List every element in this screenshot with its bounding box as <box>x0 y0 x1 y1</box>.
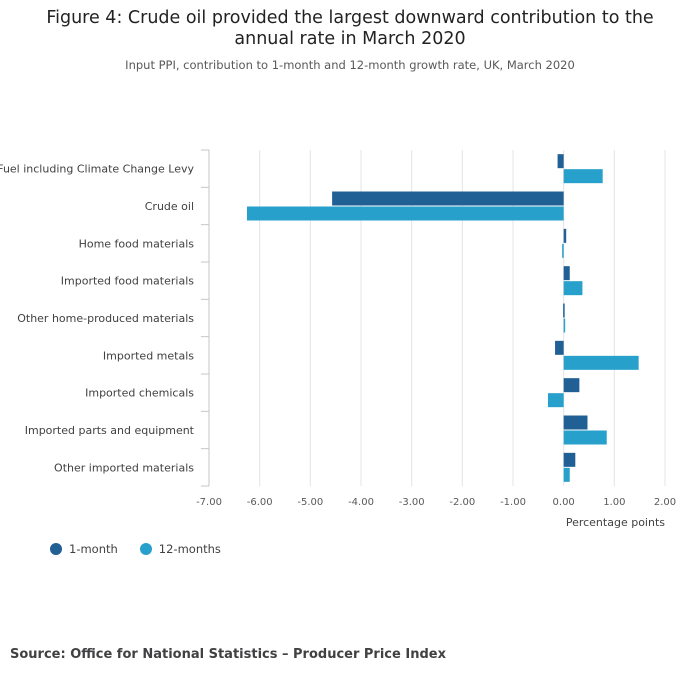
source-note: Source: Office for National Statistics –… <box>10 647 446 662</box>
bar-1-month <box>563 228 567 243</box>
bar-12-months <box>562 243 564 258</box>
legend: 1-month 12-months <box>50 542 221 556</box>
x-tick-label: -2.00 <box>449 497 475 508</box>
bar-1-month <box>563 303 565 318</box>
bar-12-months <box>563 430 607 445</box>
bar-12-months <box>547 393 564 408</box>
x-tick-label: -4.00 <box>348 497 374 508</box>
bar-1-month <box>563 415 588 430</box>
category-label: Imported chemicals <box>85 387 194 400</box>
chart-title-line-1: Figure 4: Crude oil provided the largest… <box>46 8 654 28</box>
bar-12-months <box>563 281 583 296</box>
x-axis-title: Percentage points <box>566 516 665 529</box>
bar-1-month <box>555 340 564 355</box>
x-tick-label: -5.00 <box>297 497 323 508</box>
category-label: Crude oil <box>145 200 194 213</box>
bar-12-months <box>247 206 564 221</box>
chart-subtitle: Input PPI, contribution to 1-month and 1… <box>125 58 575 72</box>
bar-1-month <box>332 191 564 206</box>
x-tick-label: 1.00 <box>603 497 625 508</box>
bar-1-month <box>557 154 564 169</box>
bar-12-months <box>563 467 570 482</box>
bar-12-months <box>563 355 639 370</box>
legend-label-12-months: 12-months <box>158 542 221 556</box>
legend-dot-1-month-icon <box>50 543 62 555</box>
x-tick-label: -3.00 <box>399 497 425 508</box>
category-label: Imported parts and equipment <box>25 424 195 437</box>
legend-dot-12-months-icon <box>139 543 152 555</box>
x-tick-label: -7.00 <box>196 497 222 508</box>
x-tick-label: 0.00 <box>553 497 575 508</box>
bar-12-months <box>563 169 603 184</box>
bar-12-months <box>563 318 566 333</box>
category-label: Home food materials <box>79 237 195 250</box>
category-label: Other home-produced materials <box>17 312 194 325</box>
legend-item-12-months[interactable]: 12-months <box>139 542 221 556</box>
x-tick-label: -6.00 <box>247 497 273 508</box>
category-label: Other imported materials <box>54 461 194 474</box>
bar-1-month <box>563 266 570 281</box>
legend-item-1-month[interactable]: 1-month <box>50 542 118 556</box>
bar-1-month <box>563 452 576 467</box>
bar-1-month <box>563 378 580 393</box>
chart-title: Figure 4: Crude oil provided the largest… <box>0 8 700 50</box>
x-tick-label: 2.00 <box>654 497 676 508</box>
category-label: Imported food materials <box>61 275 194 288</box>
legend-label-1-month: 1-month <box>69 542 118 556</box>
category-label: Imported metals <box>103 349 194 362</box>
category-label: Fuel including Climate Change Levy <box>0 163 194 176</box>
chart-title-line-2: annual rate in March 2020 <box>234 29 466 49</box>
x-tick-label: -1.00 <box>500 497 526 508</box>
